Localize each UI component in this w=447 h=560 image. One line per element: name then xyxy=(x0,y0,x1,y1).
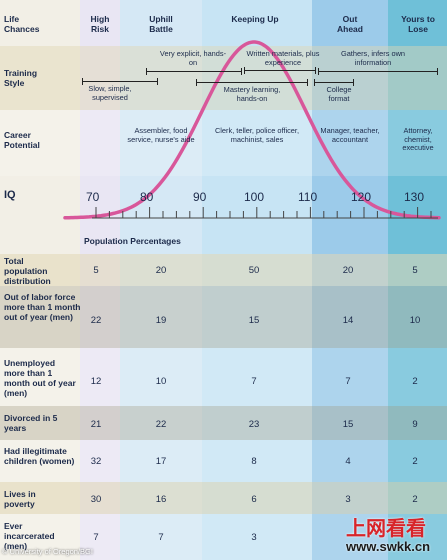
training-college: College format xyxy=(326,85,352,103)
bell-curve-chart xyxy=(63,40,441,220)
training-slow: Slow, simple, supervised xyxy=(88,84,132,102)
training-explicit-bracket xyxy=(146,68,242,75)
training-gathers: Gathers, infers own information xyxy=(340,49,406,67)
bell-curve xyxy=(63,40,441,220)
cell-labor-high-risk: 22 xyxy=(90,315,102,326)
training-written-bracket xyxy=(244,67,316,74)
career-potential-label: Career Potential xyxy=(4,130,40,150)
header-uphill-battle: Uphill Battle xyxy=(149,14,173,34)
header-high-risk: High Risk xyxy=(90,14,110,34)
stripe-career xyxy=(0,110,447,176)
iq-tick-100: 100 xyxy=(244,190,265,204)
row-label-poverty: Lives in poverty xyxy=(4,489,36,509)
stripe-training xyxy=(0,46,447,110)
cell-unemployed-keeping: 7 xyxy=(251,376,257,387)
stripe-row-1 xyxy=(0,254,447,286)
cell-total-uphill: 20 xyxy=(155,265,167,276)
career-uphill: Assembler, food service, nurse's aide xyxy=(127,126,195,144)
cell-incarcerated-uphill: 7 xyxy=(158,532,164,543)
cell-total-yours: 5 xyxy=(412,265,418,276)
row-label-incarcerated: Ever incarcerated (men) xyxy=(4,521,55,551)
training-explicit: Very explicit, hands-on xyxy=(159,49,227,67)
cell-unemployed-yours: 2 xyxy=(412,376,418,387)
stripe-row-7 xyxy=(0,514,447,560)
career-keeping-up: Clerk, teller, police officer, machinist… xyxy=(214,126,300,144)
iq-label: IQ xyxy=(4,189,16,201)
header-yours-to-lose: Yours to Lose xyxy=(401,14,435,34)
cell-total-high-risk: 5 xyxy=(93,265,99,276)
cell-incarcerated-keeping: 3 xyxy=(251,532,257,543)
career-out-ahead: Manager, teacher, accountant xyxy=(320,126,380,144)
cell-total-ahead: 20 xyxy=(342,265,354,276)
cell-unemployed-ahead: 7 xyxy=(345,376,351,387)
training-written: Written materials, plus experience xyxy=(246,49,320,67)
cell-illegitimate-yours: 2 xyxy=(412,456,418,467)
stripe-row-2 xyxy=(0,286,447,348)
cell-labor-yours: 10 xyxy=(409,315,421,326)
cell-illegitimate-ahead: 4 xyxy=(345,456,351,467)
iq-tick-90: 90 xyxy=(193,190,207,204)
watermark-url: www.swkk.cn xyxy=(346,539,431,554)
stripe-row-5 xyxy=(0,440,447,482)
training-slow-bracket xyxy=(82,78,158,85)
cell-labor-keeping: 15 xyxy=(248,315,260,326)
cell-poverty-yours: 2 xyxy=(412,494,418,505)
cell-labor-ahead: 14 xyxy=(342,315,354,326)
header-keeping-up: Keeping Up xyxy=(231,14,279,24)
row-label-divorced: Divorced in 5 years xyxy=(4,413,58,433)
cell-poverty-uphill: 16 xyxy=(155,494,167,505)
training-college-bracket xyxy=(314,79,354,86)
cell-poverty-keeping: 6 xyxy=(251,494,257,505)
cell-divorced-ahead: 15 xyxy=(342,419,354,430)
iq-tick-130: 130 xyxy=(404,190,425,204)
cell-poverty-ahead: 3 xyxy=(345,494,351,505)
cell-unemployed-high-risk: 12 xyxy=(90,376,102,387)
life-chances-label: Life Chances xyxy=(4,14,40,34)
watermark-chinese: 上网看看 xyxy=(346,518,426,540)
iq-tick-80: 80 xyxy=(140,190,154,204)
cell-illegitimate-keeping: 8 xyxy=(251,456,257,467)
training-mastery: Mastery learning, hands-on xyxy=(223,85,281,103)
row-label-illegitimate: Had illegitimate children (women) xyxy=(4,446,75,466)
cell-illegitimate-high-risk: 32 xyxy=(90,456,102,467)
stripe-row-4 xyxy=(0,406,447,440)
cell-divorced-high-risk: 21 xyxy=(90,419,102,430)
cell-divorced-keeping: 23 xyxy=(248,419,260,430)
career-yours-to-lose: Attorney, chemist, executive xyxy=(402,126,434,153)
training-gathers-bracket xyxy=(318,68,438,75)
iq-tick-70: 70 xyxy=(86,190,100,204)
header-out-ahead: Out Ahead xyxy=(337,14,363,34)
stripe-row-6 xyxy=(0,482,447,514)
iq-tick-110: 110 xyxy=(298,190,318,204)
cell-total-keeping: 50 xyxy=(248,265,260,276)
stripe-row-3 xyxy=(0,348,447,406)
training-style-label: Training Style xyxy=(4,68,38,88)
cell-incarcerated-high-risk: 7 xyxy=(93,532,99,543)
iq-tick-120: 120 xyxy=(351,190,372,204)
cell-divorced-yours: 9 xyxy=(412,419,418,430)
row-label-unemployed: Unemployed more than 1 month out of year… xyxy=(4,358,76,398)
cell-unemployed-uphill: 10 xyxy=(155,376,167,387)
cell-labor-uphill: 19 xyxy=(155,315,167,326)
cell-illegitimate-uphill: 17 xyxy=(155,456,167,467)
row-label-out-of-labor: Out of labor force more than 1 month out… xyxy=(4,292,81,322)
training-mastery-bracket xyxy=(196,79,308,86)
image-credit: © University of Oregon/BGI xyxy=(2,547,93,556)
cell-poverty-high-risk: 30 xyxy=(90,494,102,505)
row-label-total-population: Total population distribution xyxy=(4,256,51,286)
population-percentages-title: Population Percentages xyxy=(84,236,181,246)
cell-divorced-uphill: 22 xyxy=(155,419,167,430)
